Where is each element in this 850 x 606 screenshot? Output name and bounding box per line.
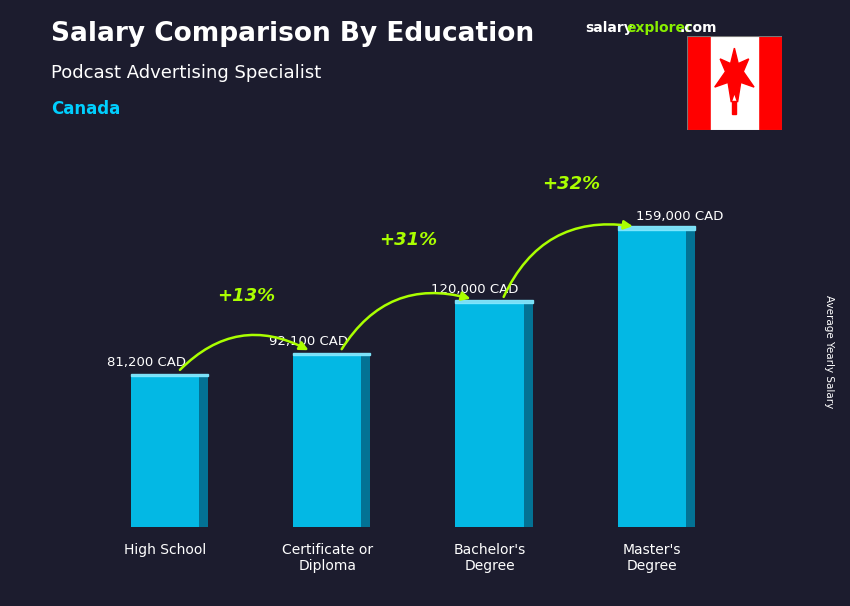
Bar — [733, 101, 736, 114]
Text: .com: .com — [680, 21, 717, 35]
Text: +13%: +13% — [217, 287, 275, 305]
Bar — [687, 36, 711, 130]
Text: 159,000 CAD: 159,000 CAD — [636, 210, 723, 223]
Text: +31%: +31% — [379, 231, 438, 249]
Bar — [456, 300, 532, 303]
Text: 92,100 CAD: 92,100 CAD — [269, 335, 348, 348]
Text: Podcast Advertising Specialist: Podcast Advertising Specialist — [51, 64, 321, 82]
Bar — [361, 355, 371, 527]
Bar — [199, 376, 208, 527]
Text: 81,200 CAD: 81,200 CAD — [106, 356, 185, 368]
Text: 120,000 CAD: 120,000 CAD — [431, 283, 518, 296]
Bar — [524, 303, 532, 527]
Bar — [686, 230, 694, 527]
Bar — [618, 227, 694, 230]
Polygon shape — [715, 48, 754, 102]
Bar — [711, 36, 758, 130]
Bar — [293, 353, 371, 355]
Bar — [618, 230, 686, 527]
Text: Salary Comparison By Education: Salary Comparison By Education — [51, 21, 534, 47]
Text: +32%: +32% — [541, 175, 600, 193]
Bar — [131, 374, 208, 376]
Bar — [131, 376, 199, 527]
Bar — [293, 355, 361, 527]
Bar — [456, 303, 524, 527]
Text: Canada: Canada — [51, 100, 120, 118]
Text: salary: salary — [585, 21, 632, 35]
Text: Average Yearly Salary: Average Yearly Salary — [824, 295, 834, 408]
Bar — [758, 36, 782, 130]
Text: explorer: explorer — [626, 21, 692, 35]
